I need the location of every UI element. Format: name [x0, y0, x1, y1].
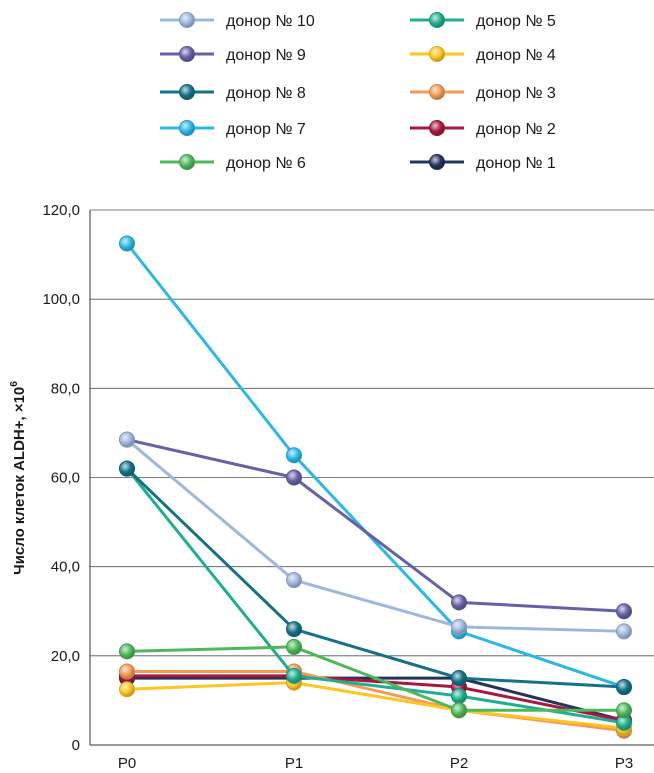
legend-item: донор № 4 [410, 46, 556, 64]
legend-item: донор № 5 [410, 12, 556, 30]
series-polyline [125, 467, 625, 725]
data-point [119, 663, 135, 680]
legend-swatch-marker [179, 12, 195, 28]
data-point [286, 447, 302, 464]
legend: донор № 10 донор № 9 донор № 8 донор № 7 дон… [160, 12, 556, 172]
data-point [451, 594, 467, 611]
series-line [119, 638, 632, 719]
legend-item: донор № 6 [160, 154, 306, 172]
series-group [119, 235, 632, 739]
grid-lines [90, 209, 654, 657]
data-point [616, 679, 632, 696]
legend-item: донор № 1 [410, 154, 556, 172]
series-polyline [126, 438, 625, 633]
data-point [286, 621, 302, 638]
data-point [616, 623, 632, 640]
series-polyline [126, 438, 625, 613]
x-tick-label: P2 [450, 755, 468, 772]
legend-label: донор № 3 [476, 85, 556, 102]
y-tick-label: 40,0 [51, 559, 80, 576]
y-axis-label-main: Число клеток ALDH+, ×10 [11, 387, 28, 575]
y-axis-label: Число клеток ALDH+, ×106 [9, 381, 28, 575]
series-polyline [125, 467, 625, 689]
data-point [119, 431, 135, 448]
legend-swatch-marker [429, 120, 445, 136]
data-point [286, 667, 302, 684]
legend-item: донор № 10 [160, 12, 315, 30]
y-tick-label: 0 [72, 737, 80, 754]
legend-label: донор № 9 [226, 47, 306, 64]
data-point [119, 235, 135, 252]
series-line [119, 460, 632, 696]
legend-label: донор № 5 [476, 13, 556, 30]
data-point [119, 460, 135, 477]
legend-label: донор № 10 [226, 13, 315, 30]
data-point [451, 687, 467, 704]
y-tick-label: 20,0 [51, 648, 80, 665]
legend-swatch-marker [179, 46, 195, 62]
legend-item: донор № 7 [160, 120, 306, 138]
legend-label: донор № 8 [226, 85, 306, 102]
legend-item: донор № 9 [160, 46, 306, 64]
series-polyline [125, 242, 625, 689]
x-tick-label: P1 [285, 755, 303, 772]
y-tick-label: 120,0 [42, 202, 80, 219]
data-point [451, 618, 467, 635]
data-point [451, 670, 467, 687]
x-tick-label: P3 [615, 755, 633, 772]
x-tick-label: P0 [118, 755, 136, 772]
x-tick-labels: P0 P1 P2 P3 [118, 755, 633, 772]
series-line [119, 235, 632, 696]
series-polyline [127, 674, 625, 722]
legend-swatch-marker [429, 84, 445, 100]
legend-swatch-marker [429, 12, 445, 28]
legend-swatch-marker [429, 154, 445, 170]
legend-item: донор № 3 [410, 84, 556, 102]
legend-item: донор № 8 [160, 84, 306, 102]
series-line [119, 431, 632, 640]
series-polyline [126, 681, 625, 730]
legend-label: донор № 1 [476, 155, 556, 172]
data-point [286, 469, 302, 486]
series-line [119, 431, 632, 620]
series-polyline [126, 645, 624, 712]
data-point [286, 572, 302, 589]
legend-label: донор № 4 [476, 47, 556, 64]
data-point [286, 638, 302, 655]
legend-swatch-marker [179, 154, 195, 170]
legend-item: донор № 2 [410, 120, 556, 138]
axes [89, 210, 654, 746]
legend-label: донор № 7 [226, 121, 306, 138]
data-point [616, 702, 632, 719]
legend-label: донор № 6 [226, 155, 306, 172]
data-point [119, 681, 135, 698]
data-point [119, 643, 135, 660]
legend-swatch-marker [179, 84, 195, 100]
y-tick-label: 60,0 [51, 470, 80, 487]
y-tick-label: 80,0 [51, 380, 80, 397]
y-tick-label: 100,0 [42, 291, 80, 308]
legend-swatch-marker [429, 46, 445, 62]
data-point [451, 702, 467, 719]
y-axis-label-superscript: 6 [9, 381, 20, 387]
legend-label: донор № 2 [476, 121, 556, 138]
y-tick-labels: 0 20,0 40,0 60,0 80,0 100,0 120,0 [42, 202, 80, 754]
legend-swatch-marker [179, 120, 195, 136]
data-point [616, 603, 632, 620]
